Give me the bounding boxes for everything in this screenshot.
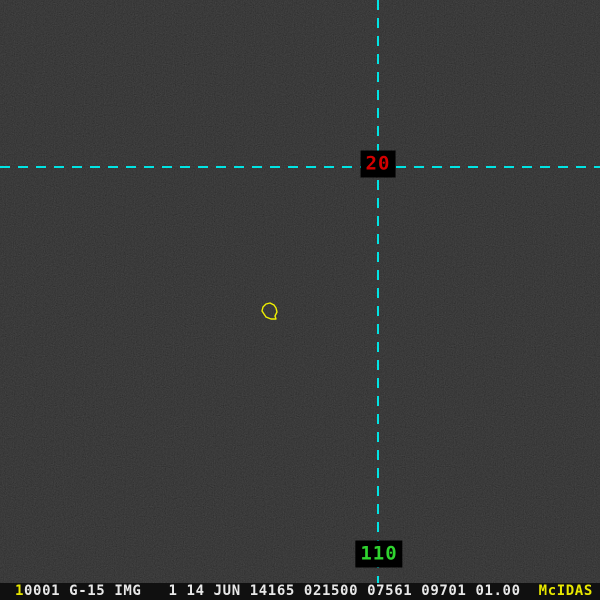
mcidas-brand-label: McIDAS <box>538 583 593 599</box>
image-info-text: 0001 G-15 IMG 1 14 JUN 14165 021500 0756… <box>24 583 539 599</box>
satellite-image-layer <box>0 0 600 583</box>
image-noise-texture <box>0 0 600 583</box>
satellite-image-canvas[interactable]: 20 110 <box>0 0 600 583</box>
status-bar: 10001 G-15 IMG 1 14 JUN 14165 021500 075… <box>0 583 600 600</box>
crosshair-intersection-label: 20 <box>360 150 396 178</box>
crosshair-bottom-label: 110 <box>355 540 403 568</box>
contour-annotation <box>261 302 278 320</box>
crosshair-horizontal-line <box>0 166 600 168</box>
frame-number: 1 <box>15 583 25 599</box>
crosshair-vertical-line <box>377 0 379 583</box>
